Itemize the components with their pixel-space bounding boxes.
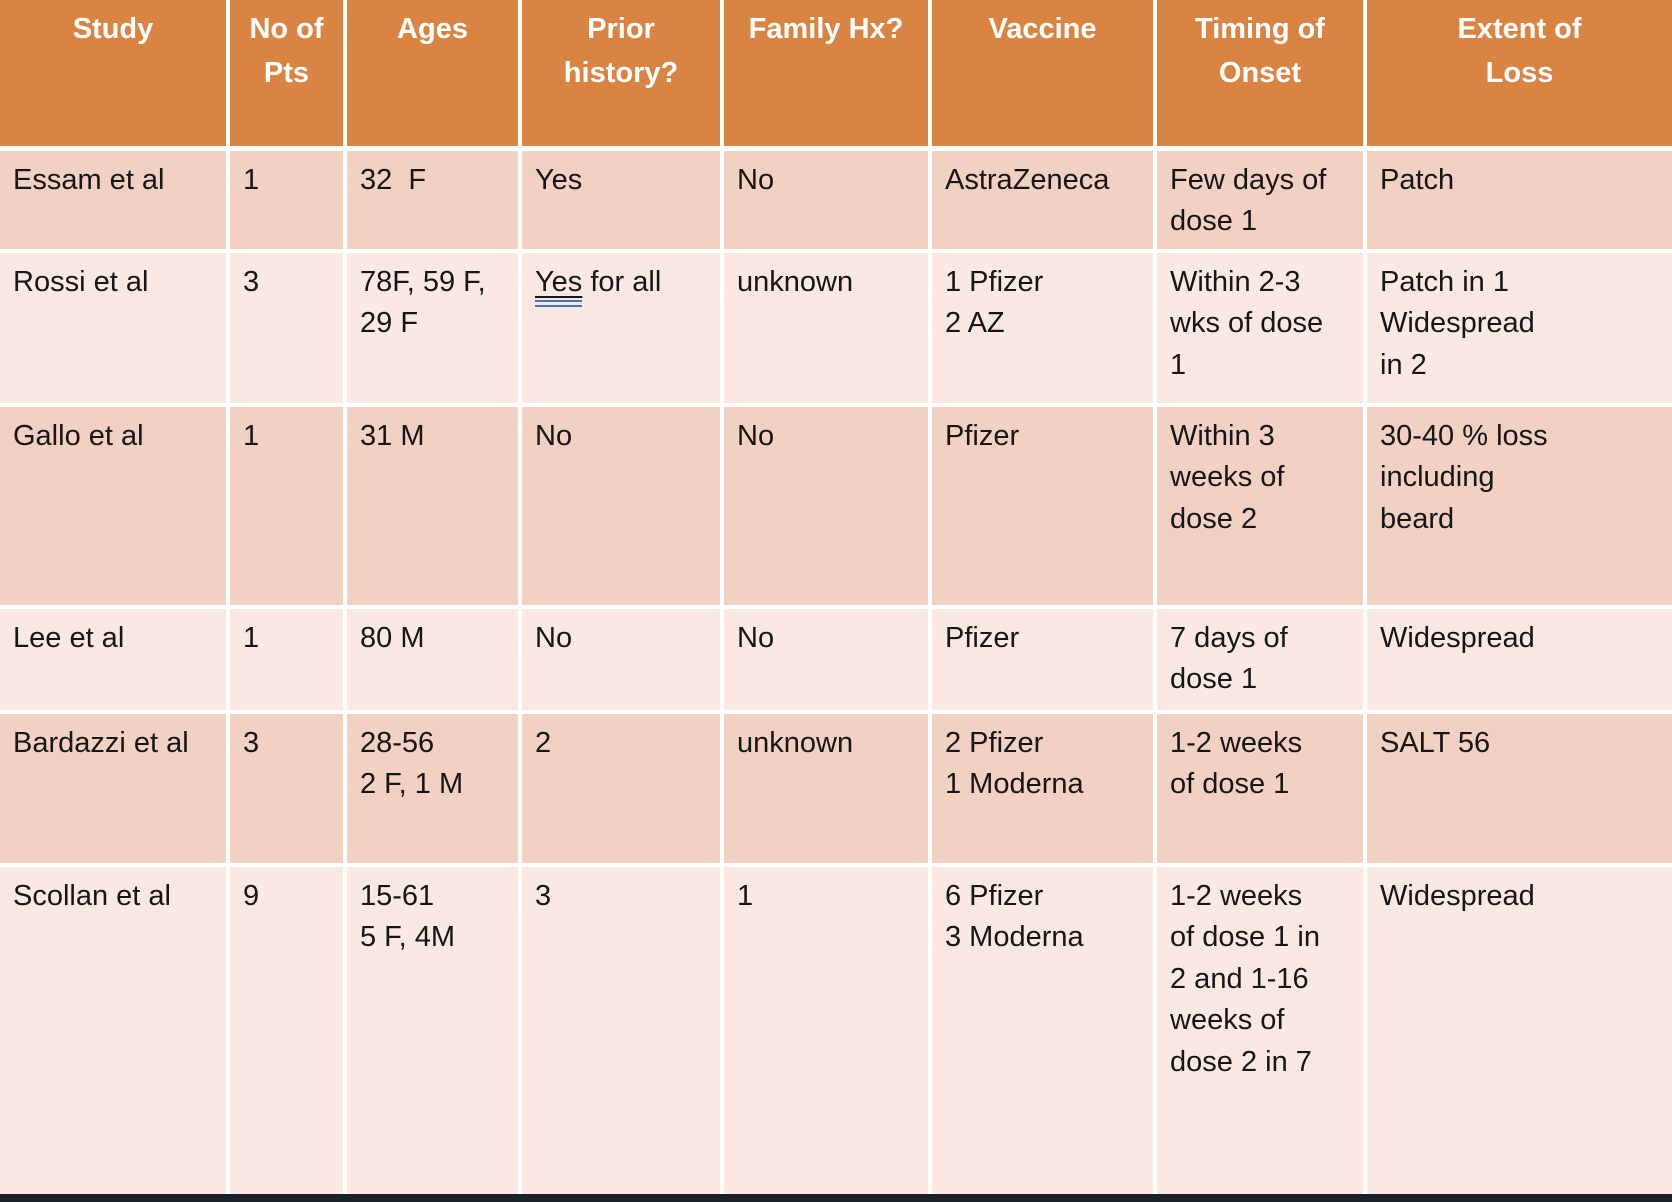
cell-prior-history: No: [518, 403, 724, 609]
cell-no-of-pts: 3: [226, 249, 347, 407]
cell-vaccine: Pfizer: [928, 605, 1157, 714]
col-header-extent-of-loss: Extent of Loss: [1363, 0, 1672, 151]
cell-vaccine: Pfizer: [928, 403, 1157, 609]
cell-vaccine: 1 Pfizer 2 AZ: [928, 249, 1157, 407]
table-row-lee: Lee et al 1 80 M No No Pfizer 7 days of …: [0, 605, 1672, 714]
cell-vaccine: 6 Pfizer 3 Moderna: [928, 863, 1157, 1194]
header-row: Study No of Pts Ages Prior history? Fami…: [0, 0, 1672, 151]
cell-ages: 15-61 5 F, 4M: [343, 863, 522, 1194]
cell-study: Scollan et al: [0, 863, 230, 1194]
col-header-timing-of-onset: Timing of Onset: [1153, 0, 1367, 151]
col-header-family-hx: Family Hx?: [720, 0, 932, 151]
cell-vaccine: 2 Pfizer 1 Moderna: [928, 710, 1157, 867]
cell-timing-of-onset: Within 3 weeks of dose 2: [1153, 403, 1367, 609]
cell-no-of-pts: 3: [226, 710, 347, 867]
cell-prior-history: No: [518, 605, 724, 714]
cell-timing-of-onset: Within 2-3 wks of dose 1: [1153, 249, 1367, 407]
cell-prior-history: 3: [518, 863, 724, 1194]
col-header-vaccine: Vaccine: [928, 0, 1157, 151]
cell-extent-of-loss: Patch in 1 Widespread in 2: [1363, 249, 1672, 407]
cell-extent-of-loss: Patch: [1363, 146, 1672, 253]
cell-prior-history: Yes: [518, 146, 724, 253]
slide-bottom-edge-bar: [0, 1194, 1672, 1202]
cell-family-hx: unknown: [720, 710, 932, 867]
cell-family-hx: No: [720, 605, 932, 714]
cell-no-of-pts: 1: [226, 403, 347, 609]
col-header-no-of-pts: No of Pts: [226, 0, 347, 151]
cell-ages: 80 M: [343, 605, 522, 714]
prior-history-rest-text: for all: [582, 266, 662, 298]
cell-extent-of-loss: 30-40 % loss including beard: [1363, 403, 1672, 609]
cell-ages: 31 M: [343, 403, 522, 609]
col-header-prior-history: Prior history?: [518, 0, 724, 151]
grammar-underlined-yes: Yes: [535, 266, 583, 308]
cell-vaccine: AstraZeneca: [928, 146, 1157, 253]
cell-family-hx: No: [720, 403, 932, 609]
cell-extent-of-loss: Widespread: [1363, 863, 1672, 1194]
cell-ages: 78F, 59 F, 29 F: [343, 249, 522, 407]
cell-ages: 32 F: [343, 146, 522, 253]
cell-family-hx: unknown: [720, 249, 932, 407]
cell-extent-of-loss: SALT 56: [1363, 710, 1672, 867]
cell-study: Bardazzi et al: [0, 710, 230, 867]
table-row-rossi: Rossi et al 3 78F, 59 F, 29 F Yes for al…: [0, 249, 1672, 407]
col-header-study: Study: [0, 0, 230, 151]
cell-extent-of-loss: Widespread: [1363, 605, 1672, 714]
table-row-gallo: Gallo et al 1 31 M No No Pfizer Within 3…: [0, 403, 1672, 609]
table-row-scollan: Scollan et al 9 15-61 5 F, 4M 3 1 6 Pfiz…: [0, 863, 1672, 1194]
cell-no-of-pts: 1: [226, 605, 347, 714]
cell-timing-of-onset: 1-2 weeks of dose 1 in 2 and 1-16 weeks …: [1153, 863, 1367, 1194]
cell-prior-history: 2: [518, 710, 724, 867]
cell-timing-of-onset: 1-2 weeks of dose 1: [1153, 710, 1367, 867]
col-header-ages: Ages: [343, 0, 522, 151]
table-row-bardazzi: Bardazzi et al 3 28-56 2 F, 1 M 2 unknow…: [0, 710, 1672, 867]
cell-study: Lee et al: [0, 605, 230, 714]
cell-timing-of-onset: 7 days of dose 1: [1153, 605, 1367, 714]
cell-no-of-pts: 9: [226, 863, 347, 1194]
cell-family-hx: No: [720, 146, 932, 253]
cell-prior-history: Yes for all: [518, 249, 724, 407]
cell-study: Essam et al: [0, 146, 230, 253]
table-row-essam: Essam et al 1 32 F Yes No AstraZeneca Fe…: [0, 146, 1672, 253]
cell-timing-of-onset: Few days of dose 1: [1153, 146, 1367, 253]
cell-study: Rossi et al: [0, 249, 230, 407]
cell-no-of-pts: 1: [226, 146, 347, 253]
cell-family-hx: 1: [720, 863, 932, 1194]
cell-study: Gallo et al: [0, 403, 230, 609]
cell-ages: 28-56 2 F, 1 M: [343, 710, 522, 867]
